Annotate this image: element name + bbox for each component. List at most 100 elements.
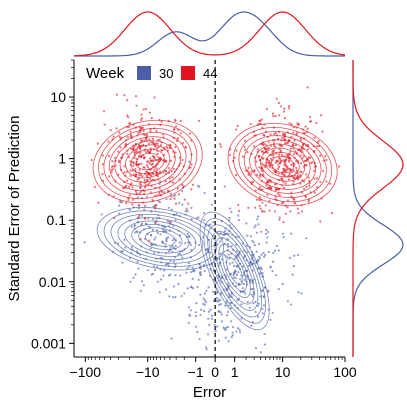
data-point-week-30 xyxy=(186,210,189,213)
data-point-week-30 xyxy=(252,241,255,244)
data-point-week-30 xyxy=(204,224,207,227)
data-point-week-44 xyxy=(134,170,137,173)
data-point-week-44 xyxy=(275,134,279,137)
data-point-week-44 xyxy=(299,139,302,142)
data-point-week-44 xyxy=(126,136,129,139)
data-point-week-30 xyxy=(217,310,220,313)
data-point-week-44 xyxy=(268,185,271,188)
data-point-week-30 xyxy=(219,252,222,255)
data-point-week-44 xyxy=(293,139,296,142)
data-point-week-30 xyxy=(231,292,234,295)
data-point-week-44 xyxy=(253,156,257,159)
data-point-week-44 xyxy=(157,160,160,163)
data-point-week-30 xyxy=(173,265,177,269)
data-point-week-30 xyxy=(160,261,163,264)
data-point-week-30 xyxy=(157,251,160,254)
data-point-week-30 xyxy=(258,257,262,260)
data-point-week-30 xyxy=(224,336,227,339)
data-point-week-44 xyxy=(304,164,307,167)
data-point-week-30 xyxy=(130,225,133,228)
data-point-week-44 xyxy=(291,170,294,174)
data-point-week-30 xyxy=(210,314,214,317)
data-point-week-44 xyxy=(129,163,132,166)
data-point-week-44 xyxy=(160,120,163,123)
data-point-week-44 xyxy=(158,191,161,194)
data-point-week-30 xyxy=(174,218,177,222)
data-point-week-30 xyxy=(165,252,168,255)
data-point-week-44 xyxy=(132,123,135,127)
data-point-week-44 xyxy=(139,173,142,176)
data-point-week-44 xyxy=(140,113,143,116)
data-point-week-30 xyxy=(236,306,239,310)
data-point-week-30 xyxy=(227,285,230,288)
data-point-week-30 xyxy=(178,250,182,253)
data-point-week-30 xyxy=(230,336,233,339)
data-point-week-30 xyxy=(166,262,169,265)
x-tick-label: 1 xyxy=(231,364,239,380)
data-point-week-30 xyxy=(246,300,249,304)
data-point-week-30 xyxy=(118,212,121,215)
data-point-week-44 xyxy=(138,126,141,129)
data-point-week-44 xyxy=(170,195,173,198)
data-point-week-44 xyxy=(143,156,146,159)
data-point-week-30 xyxy=(251,262,254,265)
data-point-week-44 xyxy=(290,163,293,166)
data-point-week-30 xyxy=(226,245,230,248)
data-point-week-44 xyxy=(289,168,292,171)
data-point-week-44 xyxy=(101,179,105,182)
data-point-week-30 xyxy=(232,326,235,329)
data-point-week-30 xyxy=(168,295,171,298)
data-point-week-30 xyxy=(256,315,260,318)
data-point-week-30 xyxy=(188,235,191,238)
data-point-week-30 xyxy=(227,293,230,296)
data-point-week-44 xyxy=(103,123,106,126)
data-point-week-44 xyxy=(305,185,308,188)
data-point-week-44 xyxy=(135,151,138,154)
y-tick-label: 0.001 xyxy=(31,335,66,351)
data-point-week-44 xyxy=(190,163,193,166)
data-point-week-44 xyxy=(261,157,264,160)
data-point-week-44 xyxy=(154,205,157,208)
data-point-week-44 xyxy=(311,161,314,164)
data-point-week-44 xyxy=(261,126,264,129)
data-point-week-44 xyxy=(158,138,161,141)
legend[interactable]: Week 30 44 xyxy=(86,65,217,82)
data-point-week-44 xyxy=(269,165,272,168)
data-point-week-44 xyxy=(137,154,141,157)
data-point-week-30 xyxy=(262,304,266,307)
data-point-week-30 xyxy=(210,317,214,320)
data-point-week-30 xyxy=(167,264,170,267)
data-point-week-30 xyxy=(174,274,177,277)
data-point-week-44 xyxy=(107,155,111,158)
data-point-week-30 xyxy=(234,243,238,246)
data-point-week-30 xyxy=(159,256,162,260)
data-point-week-44 xyxy=(250,152,253,156)
data-point-week-30 xyxy=(257,215,260,218)
data-point-week-44 xyxy=(272,126,276,129)
data-point-week-44 xyxy=(232,160,235,163)
data-point-week-30 xyxy=(216,290,219,293)
data-point-week-44 xyxy=(276,167,280,170)
data-point-week-44 xyxy=(145,150,148,154)
data-point-week-44 xyxy=(317,144,321,148)
data-point-week-44 xyxy=(257,155,260,159)
data-point-week-30 xyxy=(197,216,200,219)
data-point-week-30 xyxy=(150,273,153,276)
data-point-week-30 xyxy=(130,245,134,249)
y-density-week-30 xyxy=(352,60,404,357)
data-point-week-44 xyxy=(290,123,293,126)
data-point-week-30 xyxy=(144,257,147,260)
data-point-week-44 xyxy=(244,169,247,172)
data-point-week-44 xyxy=(157,139,160,142)
data-point-week-44 xyxy=(133,154,137,157)
data-point-week-30 xyxy=(231,331,234,334)
data-point-week-30 xyxy=(202,302,205,305)
data-point-week-44 xyxy=(330,212,334,215)
data-point-week-30 xyxy=(191,266,194,269)
data-point-week-30 xyxy=(134,231,137,234)
data-point-week-30 xyxy=(121,261,124,264)
data-point-week-44 xyxy=(140,155,143,158)
data-point-week-44 xyxy=(275,152,278,155)
data-point-week-44 xyxy=(162,133,165,136)
data-point-week-44 xyxy=(112,195,115,198)
